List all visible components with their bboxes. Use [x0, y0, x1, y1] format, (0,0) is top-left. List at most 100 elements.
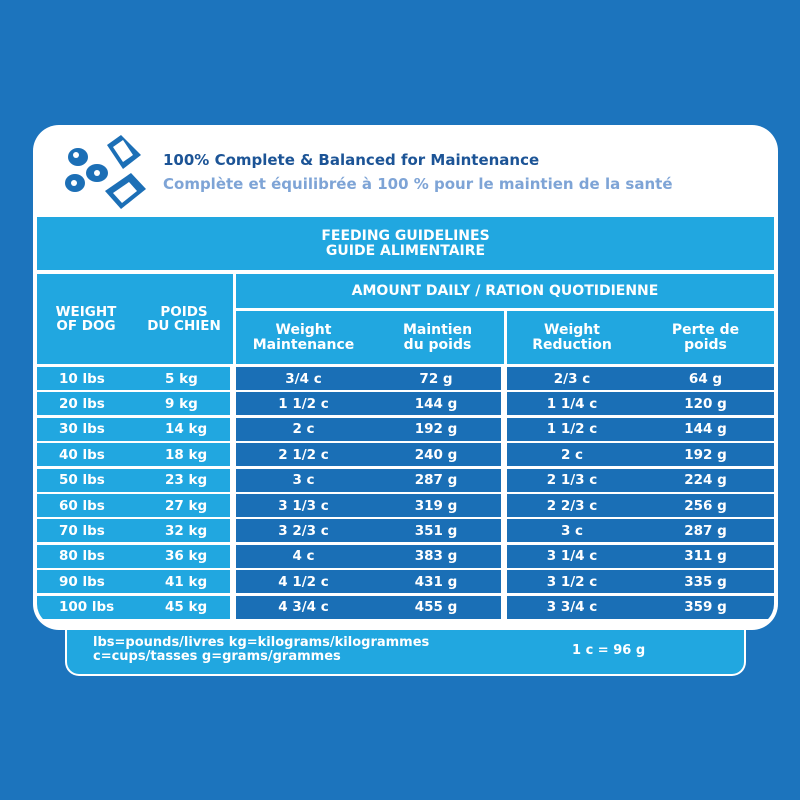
table-cell: 3 c — [507, 519, 637, 543]
table-row: 90 lbs 41 kg 4 1/2 c 431 g 3 1/2 c 335 g — [37, 570, 774, 594]
table-cell: 2 1/2 c — [236, 443, 371, 467]
table-cell: 224 g — [637, 468, 774, 492]
table-cell: 23 kg — [135, 468, 230, 492]
table-cell: 60 lbs — [37, 494, 135, 517]
table-cell: 192 g — [371, 417, 501, 441]
table-cell: 256 g — [637, 494, 774, 517]
cell-value: 60 lbs — [59, 497, 105, 514]
cell-value: 36 kg — [165, 548, 208, 565]
cell-value: 192 g — [414, 421, 458, 438]
table-row: 100 lbs 45 kg 4 3/4 c 455 g 3 3/4 c 359 g — [37, 595, 774, 619]
col-weight-en: WEIGHT OF DOG — [37, 274, 135, 364]
table-cell: 431 g — [371, 570, 501, 594]
table-cell: 5 kg — [135, 367, 230, 390]
table-cell: 3 2/3 c — [236, 519, 371, 543]
cell-value: 4 3/4 c — [278, 599, 329, 616]
cell-value: 287 g — [684, 522, 727, 539]
cell-value: 80 lbs — [59, 548, 105, 565]
cell-value: 2/3 c — [553, 370, 591, 387]
table-title: FEEDING GUIDELINES GUIDE ALIMENTAIRE — [37, 217, 774, 270]
table-cell: 383 g — [371, 544, 501, 568]
table-cell: 2 1/3 c — [507, 468, 637, 492]
table-cell: 287 g — [371, 468, 501, 492]
cell-value: 144 g — [414, 395, 458, 412]
table-row: 50 lbs 23 kg 3 c 287 g 2 1/3 c 224 g — [37, 468, 774, 492]
cell-value: 64 g — [688, 370, 723, 387]
amount-header: AMOUNT DAILY / RATION QUOTIDIENNE — [236, 274, 774, 308]
table-cell: 90 lbs — [37, 570, 135, 594]
table-cell: 351 g — [371, 519, 501, 543]
cell-value: 2 1/2 c — [278, 446, 329, 463]
cell-value: 30 lbs — [59, 421, 105, 438]
cell-value: 3 1/4 c — [546, 548, 598, 565]
table-cell: 4 c — [236, 544, 371, 568]
col-weight-fr: POIDS DU CHIEN — [135, 274, 233, 364]
cell-value: 14 kg — [165, 421, 208, 438]
cell-value: 45 kg — [165, 599, 208, 616]
cell-value: 383 g — [414, 548, 458, 565]
cell-value: 120 g — [684, 395, 727, 412]
table-cell: 18 kg — [135, 443, 230, 467]
table-cell: 335 g — [637, 570, 774, 594]
table-cell: 311 g — [637, 544, 774, 568]
table-cell: 1 1/4 c — [507, 392, 637, 416]
sub-weight-reduction: Weight Reduction — [507, 311, 637, 364]
table-cell: 41 kg — [135, 570, 230, 594]
table-cell: 20 lbs — [37, 392, 135, 416]
feeding-table: FEEDING GUIDELINES GUIDE ALIMENTAIRE WEI… — [37, 217, 774, 626]
table-cell: 4 1/2 c — [236, 570, 371, 594]
table-cell: 4 3/4 c — [236, 595, 371, 619]
table-cell: 3 1/2 c — [507, 570, 637, 594]
table-cell: 359 g — [637, 595, 774, 619]
table-cell: 36 kg — [135, 544, 230, 568]
table-row: 80 lbs 36 kg 4 c 383 g 3 1/4 c 311 g — [37, 544, 774, 568]
cell-value: 10 lbs — [59, 370, 105, 387]
legend-footer: lbs=pounds/livres kg=kilograms/kilogramm… — [65, 630, 746, 676]
table-cell: 72 g — [371, 367, 501, 390]
table-cell: 3 c — [236, 468, 371, 492]
table-row: 70 lbs 32 kg 3 2/3 c 351 g 3 c 287 g — [37, 519, 774, 543]
cell-value: 1 1/2 c — [546, 421, 598, 438]
cell-value: 256 g — [684, 497, 727, 514]
table-cell: 3 3/4 c — [507, 595, 637, 619]
cell-value: 23 kg — [165, 472, 208, 489]
table-cell: 50 lbs — [37, 468, 135, 492]
table-cell: 64 g — [637, 367, 774, 390]
cell-value: 3 c — [560, 522, 584, 539]
feeding-card: 100% Complete & Balanced for Maintenance… — [33, 125, 778, 630]
table-cell: 144 g — [371, 392, 501, 416]
cell-value: 287 g — [414, 472, 458, 489]
cell-value: 20 lbs — [59, 395, 105, 412]
table-cell: 240 g — [371, 443, 501, 467]
table-cell: 3 1/4 c — [507, 544, 637, 568]
cell-value: 41 kg — [165, 573, 208, 590]
table-title-fr: GUIDE ALIMENTAIRE — [325, 242, 486, 259]
cell-value: 3 2/3 c — [278, 522, 329, 539]
cell-value: 3/4 c — [285, 370, 322, 387]
cup-conversion: 1 c = 96 g — [572, 643, 646, 658]
table-cell: 14 kg — [135, 417, 230, 441]
pet-food-bowl-icon — [65, 135, 146, 209]
legend-line-2: c=cups/tasses g=grams/grammes — [93, 649, 341, 665]
cell-value: 90 lbs — [59, 573, 105, 590]
cell-value: 3 3/4 c — [546, 599, 598, 616]
table-cell: 144 g — [637, 417, 774, 441]
cell-value: 18 kg — [165, 446, 208, 463]
cell-value: 144 g — [684, 421, 727, 438]
cell-value: 70 lbs — [59, 522, 105, 539]
table-cell: 32 kg — [135, 519, 230, 543]
cell-value: 4 c — [292, 548, 315, 565]
table-cell: 3/4 c — [236, 367, 371, 390]
cell-value: 3 1/2 c — [546, 573, 598, 590]
cell-value: 224 g — [684, 472, 727, 489]
title-en: 100% Complete & Balanced for Maintenance — [163, 151, 540, 169]
cell-value: 311 g — [684, 548, 727, 565]
cell-value: 4 1/2 c — [278, 573, 329, 590]
table-cell: 2/3 c — [507, 367, 637, 390]
cell-value: 335 g — [684, 573, 727, 590]
table-cell: 455 g — [371, 595, 501, 619]
sub-weight-maintenance: Weight Maintenance — [236, 311, 371, 364]
cell-value: 32 kg — [165, 522, 208, 539]
table-cell: 27 kg — [135, 494, 230, 517]
table-cell: 2 c — [236, 417, 371, 441]
